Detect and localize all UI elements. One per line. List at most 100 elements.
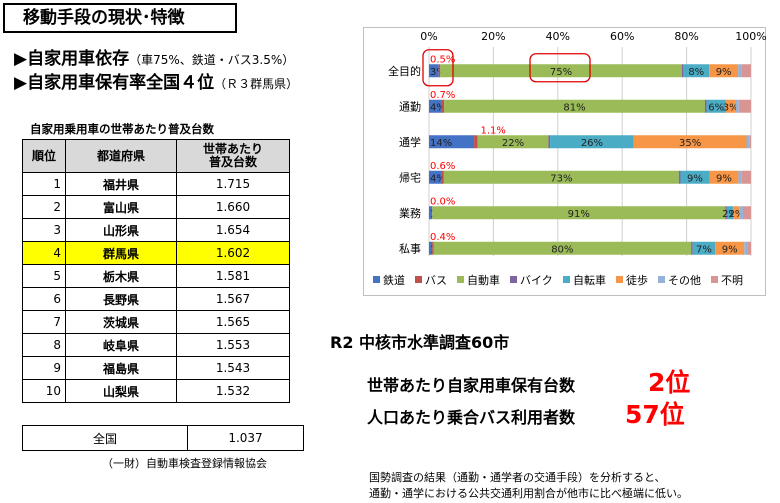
cell-rank: 8 (22, 333, 66, 357)
note-line-2: 通勤・通学における公共交通利用割合が他市に比べ極端に低い。 (369, 487, 688, 500)
bar-segment (704, 99, 707, 113)
bar-segment (433, 241, 692, 255)
cell-value: 1.581 (176, 264, 290, 288)
cell-pref: 長野県 (65, 287, 177, 311)
modal-share-chart: 0% 20% 40% 60% 80% 100% 全目的 3% 75% 8% 9% 0.5% 通勤 4% 81… (373, 30, 766, 287)
legend-label: 鉄道 (383, 273, 405, 287)
cell-value: 1.654 (176, 218, 290, 242)
header-value: 世帯あたり 普及台数 (176, 139, 290, 173)
data-label: 80% (551, 244, 573, 255)
data-label: 2% (722, 209, 738, 220)
ranking-table: 順位 都道府県 世帯あたり 普及台数 1 福井県 1.715 2 富山県 1.660 3 山形県… (22, 139, 290, 403)
data-label: 22% (502, 138, 524, 149)
bar-segment (429, 206, 433, 220)
cell-pref: 福島県 (65, 356, 177, 380)
bar-segment (709, 170, 739, 184)
bar-segment (440, 64, 682, 78)
cell-value: 1.602 (176, 241, 290, 265)
data-label: 75% (550, 67, 572, 78)
bullet-ownership-rank: ▶自家用車保有率全国４位（Ｒ３群馬県） (14, 68, 298, 93)
stat-label: 人口あたり乗合バス利用者数 (367, 408, 576, 427)
header-rank: 順位 (22, 139, 66, 173)
legend-label: 自転車 (573, 273, 606, 287)
bar-segment (633, 135, 747, 149)
table-row: 3 山形県 1.654 (22, 218, 290, 242)
category-label: 全目的 (388, 64, 421, 78)
bar-segment (744, 241, 748, 255)
total-value: 1.037 (187, 425, 304, 451)
table-row: 1 福井県 1.715 (22, 172, 290, 196)
bus-annotation: 0.0% (430, 196, 455, 207)
bar-segment (429, 135, 475, 149)
bar-segment (678, 170, 681, 184)
category-label: 通勤 (399, 100, 421, 113)
stat-value: 2位 (648, 368, 691, 397)
bus-annotation: 0.5% (430, 54, 455, 65)
bar-segment (429, 170, 442, 184)
bar-segment (738, 170, 742, 184)
bar-segment (726, 206, 734, 220)
x-tick-label: 40% (546, 30, 570, 43)
bar-segment (680, 170, 710, 184)
bar-segment (429, 64, 439, 78)
table-row: 4 群馬県 1.602 (22, 241, 290, 265)
table-row: 2 富山県 1.660 (22, 195, 290, 219)
bar-segment (477, 135, 549, 149)
cell-value: 1.567 (176, 287, 290, 311)
legend-swatch (457, 276, 464, 283)
bar-segment (444, 99, 705, 113)
data-label: 81% (563, 102, 585, 113)
table-source: （一財）自動車検査登録情報協会 (102, 457, 267, 470)
bar-segment (738, 99, 751, 113)
legend-label: その他 (668, 274, 701, 287)
cell-pref: 茨城県 (65, 310, 177, 334)
bar-segment (709, 64, 739, 78)
bullet-main: ▶自家用車依存 (14, 49, 130, 69)
data-label: 3% (723, 102, 739, 113)
bar-segment (441, 99, 445, 113)
data-label: 9% (722, 244, 738, 255)
cell-value: 1.543 (176, 356, 290, 380)
chart-frame (363, 27, 766, 296)
bus-annotation: 0.7% (430, 90, 455, 101)
x-tick-label: 0% (420, 30, 437, 43)
highlight-box-car (529, 53, 591, 83)
legend-swatch (563, 276, 570, 283)
cell-value: 1.565 (176, 310, 290, 334)
data-label: 14% (430, 138, 452, 149)
cell-pref: 山梨県 (65, 379, 177, 403)
bus-annotation: 0.6% (430, 161, 455, 172)
legend-swatch (415, 276, 422, 283)
cell-rank: 7 (22, 310, 66, 334)
cell-value: 1.532 (176, 379, 290, 403)
bar-segment (715, 241, 745, 255)
data-label: 9% (716, 173, 732, 184)
data-label: 8% (688, 67, 704, 78)
cell-rank: 1 (22, 172, 66, 196)
x-tick-label: 60% (610, 30, 634, 43)
bar-segment (746, 135, 750, 149)
cell-value: 1.715 (176, 172, 290, 196)
bar-segment (725, 206, 727, 220)
cell-rank: 5 (22, 264, 66, 288)
cell-pref: 福井県 (65, 172, 177, 196)
bar-segment (691, 241, 693, 255)
table-row: 7 茨城県 1.565 (22, 310, 290, 334)
cell-rank: 10 (22, 379, 66, 403)
stat-bus-usage: 人口あたり乗合バス利用者数 57位 (367, 400, 685, 429)
cell-pref: 群馬県 (65, 241, 177, 265)
legend-swatch (510, 276, 517, 283)
legend-label: 徒歩 (626, 273, 648, 287)
bar-segment (550, 135, 634, 149)
bar-segment (443, 170, 679, 184)
survey-title: R2 中核市水準調査60市 (330, 333, 510, 352)
cell-pref: 富山県 (65, 195, 177, 219)
x-tick-label: 20% (481, 30, 505, 43)
data-label: 7% (696, 244, 712, 255)
category-label: 帰宅 (399, 170, 421, 184)
bullet-car-dependence: ▶自家用車依存（車75%、鉄道・バス3.5%） (14, 44, 294, 69)
bar-segment (681, 64, 684, 78)
stat-value: 57位 (625, 400, 685, 429)
bullet-sub: （Ｒ３群馬県） (214, 77, 299, 91)
cell-rank: 3 (22, 218, 66, 242)
